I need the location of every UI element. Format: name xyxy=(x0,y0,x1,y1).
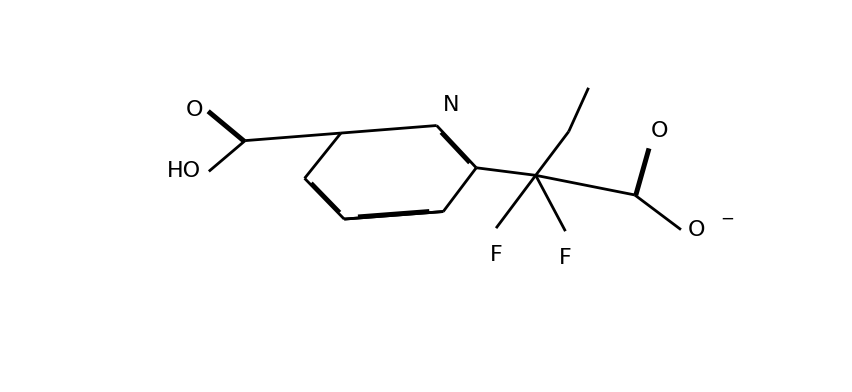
Text: O: O xyxy=(651,121,669,141)
Text: F: F xyxy=(559,248,572,268)
Text: N: N xyxy=(443,95,460,115)
Text: HO: HO xyxy=(167,162,201,181)
Text: O: O xyxy=(186,100,204,120)
Text: −: − xyxy=(721,209,734,227)
Text: O: O xyxy=(688,220,705,240)
Text: F: F xyxy=(490,245,503,265)
